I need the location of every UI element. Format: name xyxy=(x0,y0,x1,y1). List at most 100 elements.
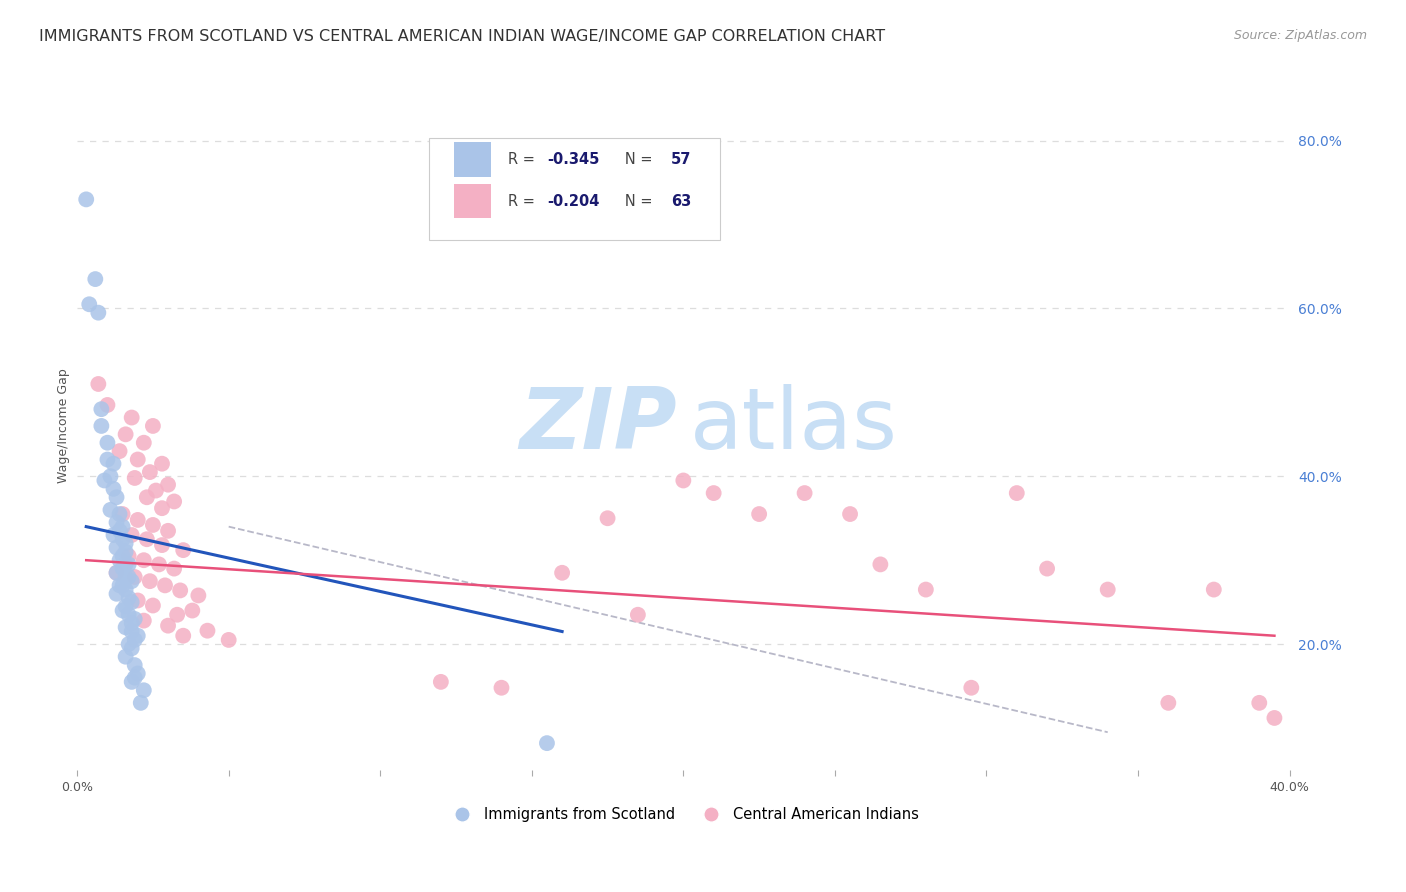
Point xyxy=(124,671,146,685)
Point xyxy=(169,583,191,598)
Point xyxy=(135,533,157,547)
Point xyxy=(114,599,136,614)
FancyBboxPatch shape xyxy=(429,138,720,240)
Text: Source: ZipAtlas.com: Source: ZipAtlas.com xyxy=(1233,29,1367,42)
Point xyxy=(121,624,143,639)
Point xyxy=(105,566,128,580)
Point xyxy=(142,419,165,434)
Point xyxy=(157,477,180,491)
Text: 63: 63 xyxy=(671,194,692,209)
Point xyxy=(491,681,513,695)
Text: N =: N = xyxy=(610,152,657,167)
Point xyxy=(793,486,815,500)
Point xyxy=(187,589,209,603)
Point xyxy=(163,494,186,508)
Point xyxy=(172,629,194,643)
Text: IMMIGRANTS FROM SCOTLAND VS CENTRAL AMERICAN INDIAN WAGE/INCOME GAP CORRELATION : IMMIGRANTS FROM SCOTLAND VS CENTRAL AMER… xyxy=(39,29,886,44)
Point xyxy=(96,398,118,412)
Point xyxy=(703,486,725,500)
Point xyxy=(108,578,131,592)
Point xyxy=(90,419,112,434)
Point xyxy=(596,511,619,525)
Bar xyxy=(454,142,491,177)
Point xyxy=(100,503,122,517)
Point xyxy=(105,566,128,580)
Point xyxy=(157,524,180,538)
Text: 57: 57 xyxy=(671,152,692,167)
Point xyxy=(121,528,143,542)
Point xyxy=(114,545,136,559)
Text: -0.345: -0.345 xyxy=(547,152,600,167)
Point xyxy=(914,582,936,597)
Point xyxy=(118,570,141,584)
Point xyxy=(960,681,983,695)
Point xyxy=(121,616,143,631)
Point xyxy=(150,538,173,552)
Y-axis label: Wage/Income Gap: Wage/Income Gap xyxy=(58,368,70,483)
Point xyxy=(157,618,180,632)
Point xyxy=(1202,582,1225,597)
Point xyxy=(105,516,128,530)
Point xyxy=(627,607,650,622)
Point xyxy=(127,666,149,681)
Point xyxy=(87,306,110,320)
Point xyxy=(87,376,110,391)
Point xyxy=(114,649,136,664)
Point xyxy=(839,507,862,521)
Point xyxy=(142,518,165,533)
Text: ZIP: ZIP xyxy=(520,384,678,467)
Point xyxy=(108,507,131,521)
Point xyxy=(181,603,204,617)
Point xyxy=(869,558,891,572)
Point xyxy=(103,457,125,471)
Point xyxy=(1036,561,1059,575)
Point xyxy=(124,471,146,485)
Point xyxy=(111,603,134,617)
Point xyxy=(111,507,134,521)
Point xyxy=(150,501,173,516)
Point xyxy=(84,272,107,286)
Point xyxy=(142,599,165,613)
Point xyxy=(75,193,97,207)
Point xyxy=(153,578,176,592)
Point xyxy=(218,632,240,647)
Point xyxy=(166,607,188,622)
Point xyxy=(108,524,131,538)
Point xyxy=(148,558,170,572)
Point xyxy=(124,612,146,626)
Point xyxy=(121,595,143,609)
Text: atlas: atlas xyxy=(689,384,897,467)
Point xyxy=(118,637,141,651)
Point xyxy=(150,457,173,471)
Point xyxy=(124,658,146,673)
Point xyxy=(121,410,143,425)
Point xyxy=(96,435,118,450)
Point xyxy=(132,553,155,567)
Point xyxy=(103,482,125,496)
Point xyxy=(1249,696,1271,710)
Legend: Immigrants from Scotland, Central American Indians: Immigrants from Scotland, Central Americ… xyxy=(441,801,925,828)
Point xyxy=(127,513,149,527)
Point xyxy=(127,593,149,607)
Point xyxy=(114,620,136,634)
Point xyxy=(132,614,155,628)
Point xyxy=(114,570,136,584)
Point xyxy=(139,465,162,479)
Bar xyxy=(454,184,491,219)
Point xyxy=(1005,486,1028,500)
Point xyxy=(114,536,136,550)
Point xyxy=(96,452,118,467)
Point xyxy=(114,427,136,442)
Point xyxy=(93,474,115,488)
Point xyxy=(536,736,558,750)
Text: R =: R = xyxy=(508,152,538,167)
Point xyxy=(1097,582,1119,597)
Point xyxy=(105,541,128,555)
Point xyxy=(114,558,136,572)
Text: R =: R = xyxy=(508,194,538,209)
Point xyxy=(124,570,146,584)
Point xyxy=(1263,711,1285,725)
Point xyxy=(111,549,134,563)
Point xyxy=(129,696,152,710)
Text: -0.204: -0.204 xyxy=(547,194,600,209)
